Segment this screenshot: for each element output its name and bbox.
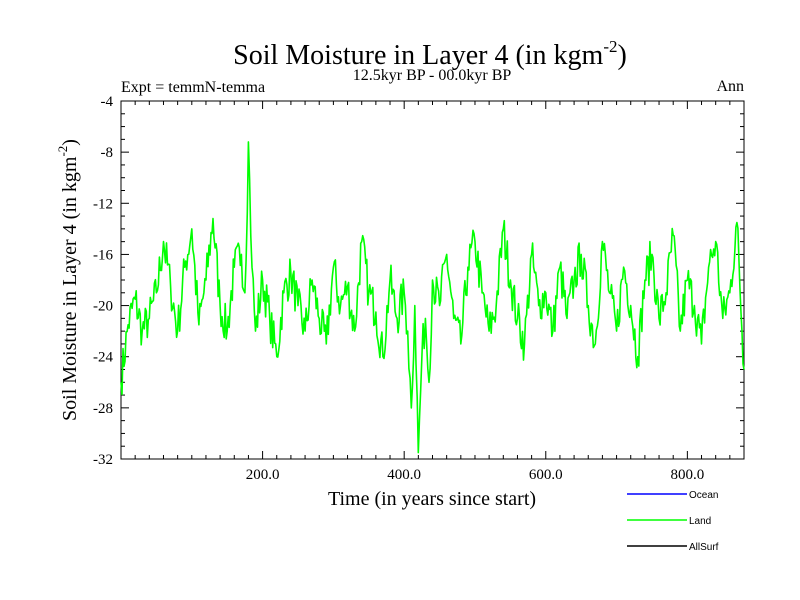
y-tick-label: -24 <box>93 350 113 366</box>
x-tick-label: 200.0 <box>246 467 280 483</box>
x-tick-label: 600.0 <box>529 467 563 483</box>
legend-label-land: Land <box>689 516 711 527</box>
y-axis: -4 -8 -12 -16 -20 -24 -28 -32 <box>93 94 744 468</box>
y-tick-label: -28 <box>93 401 113 417</box>
chart-title: Soil Moisture in Layer 4 (in kgm-2) <box>233 37 627 71</box>
legend-label-allsurf: AllSurf <box>689 542 719 553</box>
chart-subtitle: 12.5kyr BP - 00.0kyr BP <box>353 67 512 84</box>
y-tick-label: -20 <box>93 299 113 315</box>
season-label: Ann <box>716 78 744 95</box>
y-tick-label: -32 <box>93 452 113 468</box>
series-line-land <box>120 141 745 454</box>
legend-label-ocean: Ocean <box>689 490 718 501</box>
y-tick-label: -12 <box>93 196 113 212</box>
expt-label: Expt = temmN-temma <box>121 79 265 96</box>
legend: Ocean Land AllSurf <box>627 490 719 553</box>
x-axis-label: Time (in years since start) <box>328 488 536 510</box>
y-tick-label: -8 <box>101 145 114 161</box>
y-axis-label: Soil Moisture in Layer 4 (in kgm-2) <box>55 139 81 421</box>
x-tick-label: 800.0 <box>670 467 704 483</box>
y-tick-label: -4 <box>101 94 114 110</box>
x-axis: 200.0 400.0 600.0 800.0 <box>134 101 731 483</box>
x-tick-label: 400.0 <box>387 467 421 483</box>
y-tick-label: -16 <box>93 247 113 263</box>
